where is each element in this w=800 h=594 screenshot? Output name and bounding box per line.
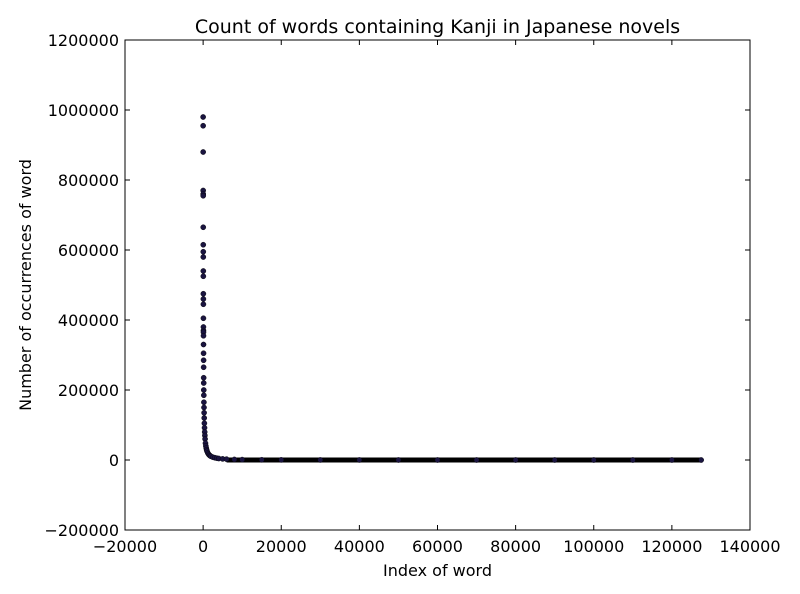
data-point [231,456,238,463]
y-tick-label: −200000 [45,521,119,540]
data-point [278,457,285,463]
data-point [201,392,207,399]
y-axis-ticks: −200000 0 200000 400000 600000 800000 1000000 1… [45,31,750,540]
x-axis-ticks: −20000 0 20000 40000 60000 80000 100000 120000 1… [93,40,781,556]
data-point [200,374,207,381]
x-axis-label: Index of word [383,561,492,580]
data-point [200,350,207,357]
data-point [200,387,207,393]
y-tick-label: 0 [109,451,119,470]
y-tick-label: 200000 [58,381,119,400]
data-point [200,357,207,364]
x-tick-label: −20000 [93,537,157,556]
data-point [200,290,207,297]
data-point [200,380,207,386]
data-point [200,248,207,255]
data-point [551,457,558,463]
data-point [200,315,207,322]
data-point [434,457,441,463]
data-point [200,241,207,248]
x-tick-label: 80000 [490,537,541,556]
y-tick-label: 1200000 [48,31,119,50]
data-point [200,364,207,371]
y-tick-label: 800000 [58,171,119,190]
x-tick-label: 0 [198,537,208,556]
data-point [201,415,208,421]
data-points [200,114,704,463]
data-point [258,456,265,463]
data-point [200,192,207,199]
y-tick-label: 400000 [58,311,119,330]
data-point [201,409,207,416]
data-point [395,457,402,463]
data-point [200,268,207,274]
data-point [317,457,324,463]
y-tick-label: 1000000 [48,101,119,120]
data-point [201,399,207,406]
data-point [200,254,207,260]
x-tick-label: 120000 [641,537,702,556]
y-axis-label: Number of occurrences of word [16,159,35,411]
x-tick-label: 20000 [256,537,307,556]
data-point [200,301,207,308]
data-point [630,457,636,463]
chart-title: Count of words containing Kanji in Japan… [195,16,680,38]
data-point [512,457,519,463]
data-point [223,456,230,462]
data-point [200,273,207,280]
x-tick-label: 100000 [563,537,624,556]
data-point [200,332,207,339]
data-point [356,457,363,463]
data-point [200,224,207,231]
y-tick-label: 600000 [58,241,119,260]
data-point [200,149,206,155]
x-tick-label: 140000 [719,537,780,556]
data-point [239,456,245,463]
data-point [473,457,480,463]
data-point [200,341,207,348]
x-tick-label: 40000 [334,537,385,556]
data-point [200,296,207,302]
data-point [669,457,675,463]
data-point [201,404,207,411]
data-point [590,457,597,463]
x-tick-label: 60000 [412,537,463,556]
data-point [200,114,206,120]
data-point [200,122,206,129]
data-point [698,457,704,463]
